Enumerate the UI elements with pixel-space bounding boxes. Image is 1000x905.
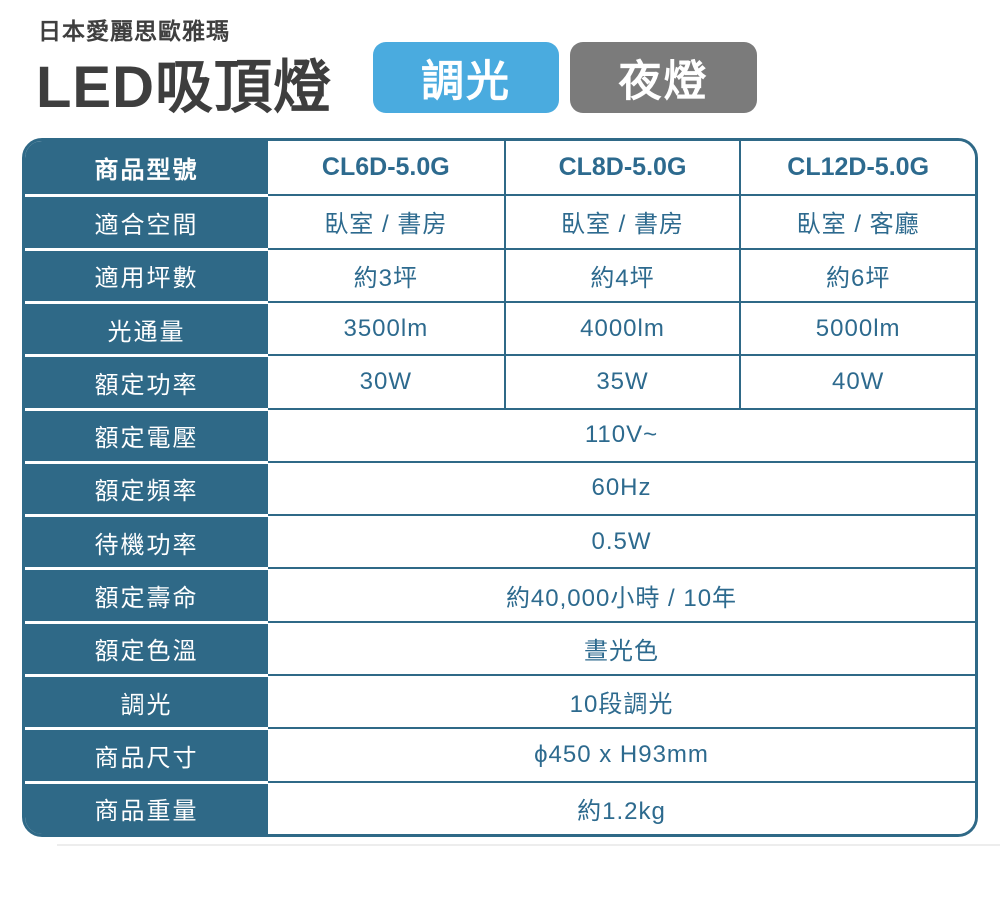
label-weight: 商品重量	[25, 780, 268, 834]
value-area-3: 約6坪	[739, 247, 975, 301]
value-lifespan: 約40,000小時 / 10年	[268, 567, 975, 621]
label-frequency: 額定頻率	[25, 460, 268, 515]
value-voltage: 110V~	[268, 407, 975, 461]
value-lumen-1: 3500lm	[268, 300, 504, 355]
badge-nightlight: 夜燈	[570, 42, 757, 113]
value-dimensions: ϕ450 x H93mm	[268, 727, 975, 781]
value-power-2: 35W	[503, 354, 740, 408]
value-space-3: 臥室 / 客廳	[739, 194, 975, 248]
value-model-1: CL6D-5.0G	[268, 141, 504, 195]
value-space-1: 臥室 / 書房	[268, 194, 504, 248]
label-voltage: 額定電壓	[25, 407, 268, 461]
section-divider	[57, 844, 1000, 846]
brand-label: 日本愛麗思歐雅瑪	[38, 18, 230, 44]
value-lumen-3: 5000lm	[739, 300, 975, 355]
value-model-3: CL12D-5.0G	[739, 141, 975, 195]
value-model-2: CL8D-5.0G	[503, 141, 740, 195]
value-area-1: 約3坪	[268, 247, 504, 301]
value-standby-power: 0.5W	[268, 514, 975, 568]
label-dimensions: 商品尺寸	[25, 727, 268, 781]
value-power-1: 30W	[268, 354, 504, 408]
spec-table: 商品型號 CL6D-5.0G CL8D-5.0G CL12D-5.0G 適合空間…	[22, 138, 978, 837]
badge-dimming: 調光	[373, 42, 559, 113]
value-power-3: 40W	[739, 354, 975, 408]
label-area: 適用坪數	[25, 247, 268, 301]
value-color-temp: 晝光色	[268, 620, 975, 675]
value-weight: 約1.2kg	[268, 780, 975, 834]
label-lifespan: 額定壽命	[25, 567, 268, 621]
value-dimming: 10段調光	[268, 674, 975, 728]
value-area-2: 約4坪	[503, 247, 740, 301]
label-model: 商品型號	[25, 141, 268, 195]
label-dimming: 調光	[25, 674, 268, 728]
value-lumen-2: 4000lm	[503, 300, 740, 355]
value-space-2: 臥室 / 書房	[503, 194, 740, 248]
value-frequency: 60Hz	[268, 460, 975, 515]
page-title: LED吸頂燈	[36, 55, 333, 120]
label-space: 適合空間	[25, 194, 268, 248]
label-lumen: 光通量	[25, 300, 268, 355]
label-power: 額定功率	[25, 354, 268, 408]
label-color-temp: 額定色溫	[25, 620, 268, 675]
label-standby-power: 待機功率	[25, 514, 268, 568]
